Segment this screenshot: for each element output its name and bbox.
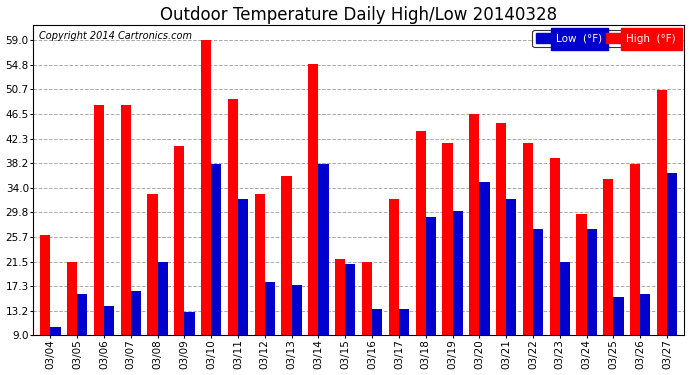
Bar <box>282 176 292 335</box>
Bar <box>550 158 560 335</box>
Bar <box>308 63 319 335</box>
Bar <box>238 200 248 335</box>
Bar <box>453 211 463 335</box>
Bar <box>319 164 328 335</box>
Legend: Low  (°F), High  (°F): Low (°F), High (°F) <box>533 30 679 47</box>
Bar <box>657 90 667 335</box>
Bar <box>442 143 453 335</box>
Bar <box>496 123 506 335</box>
Bar <box>399 309 409 335</box>
Bar <box>560 261 570 335</box>
Bar <box>131 291 141 335</box>
Bar <box>265 282 275 335</box>
Bar <box>211 164 221 335</box>
Bar <box>255 194 265 335</box>
Bar <box>40 235 50 335</box>
Bar <box>426 217 436 335</box>
Bar <box>640 294 651 335</box>
Bar <box>292 285 302 335</box>
Bar <box>613 297 624 335</box>
Bar <box>603 179 613 335</box>
Bar <box>506 200 516 335</box>
Bar <box>104 306 115 335</box>
Bar <box>184 312 195 335</box>
Bar <box>201 40 211 335</box>
Bar <box>469 114 480 335</box>
Bar <box>175 146 184 335</box>
Text: Copyright 2014 Cartronics.com: Copyright 2014 Cartronics.com <box>39 32 193 41</box>
Bar <box>630 164 640 335</box>
Bar <box>121 105 131 335</box>
Bar <box>480 182 489 335</box>
Bar <box>157 261 168 335</box>
Bar <box>228 99 238 335</box>
Bar <box>576 214 586 335</box>
Bar <box>67 261 77 335</box>
Bar <box>667 173 677 335</box>
Bar <box>586 229 597 335</box>
Bar <box>415 132 426 335</box>
Bar <box>372 309 382 335</box>
Bar <box>148 194 157 335</box>
Bar <box>533 229 543 335</box>
Bar <box>388 200 399 335</box>
Bar <box>345 264 355 335</box>
Title: Outdoor Temperature Daily High/Low 20140328: Outdoor Temperature Daily High/Low 20140… <box>160 6 558 24</box>
Bar <box>335 259 345 335</box>
Bar <box>523 143 533 335</box>
Bar <box>77 294 88 335</box>
Bar <box>362 261 372 335</box>
Bar <box>94 105 104 335</box>
Bar <box>50 327 61 335</box>
